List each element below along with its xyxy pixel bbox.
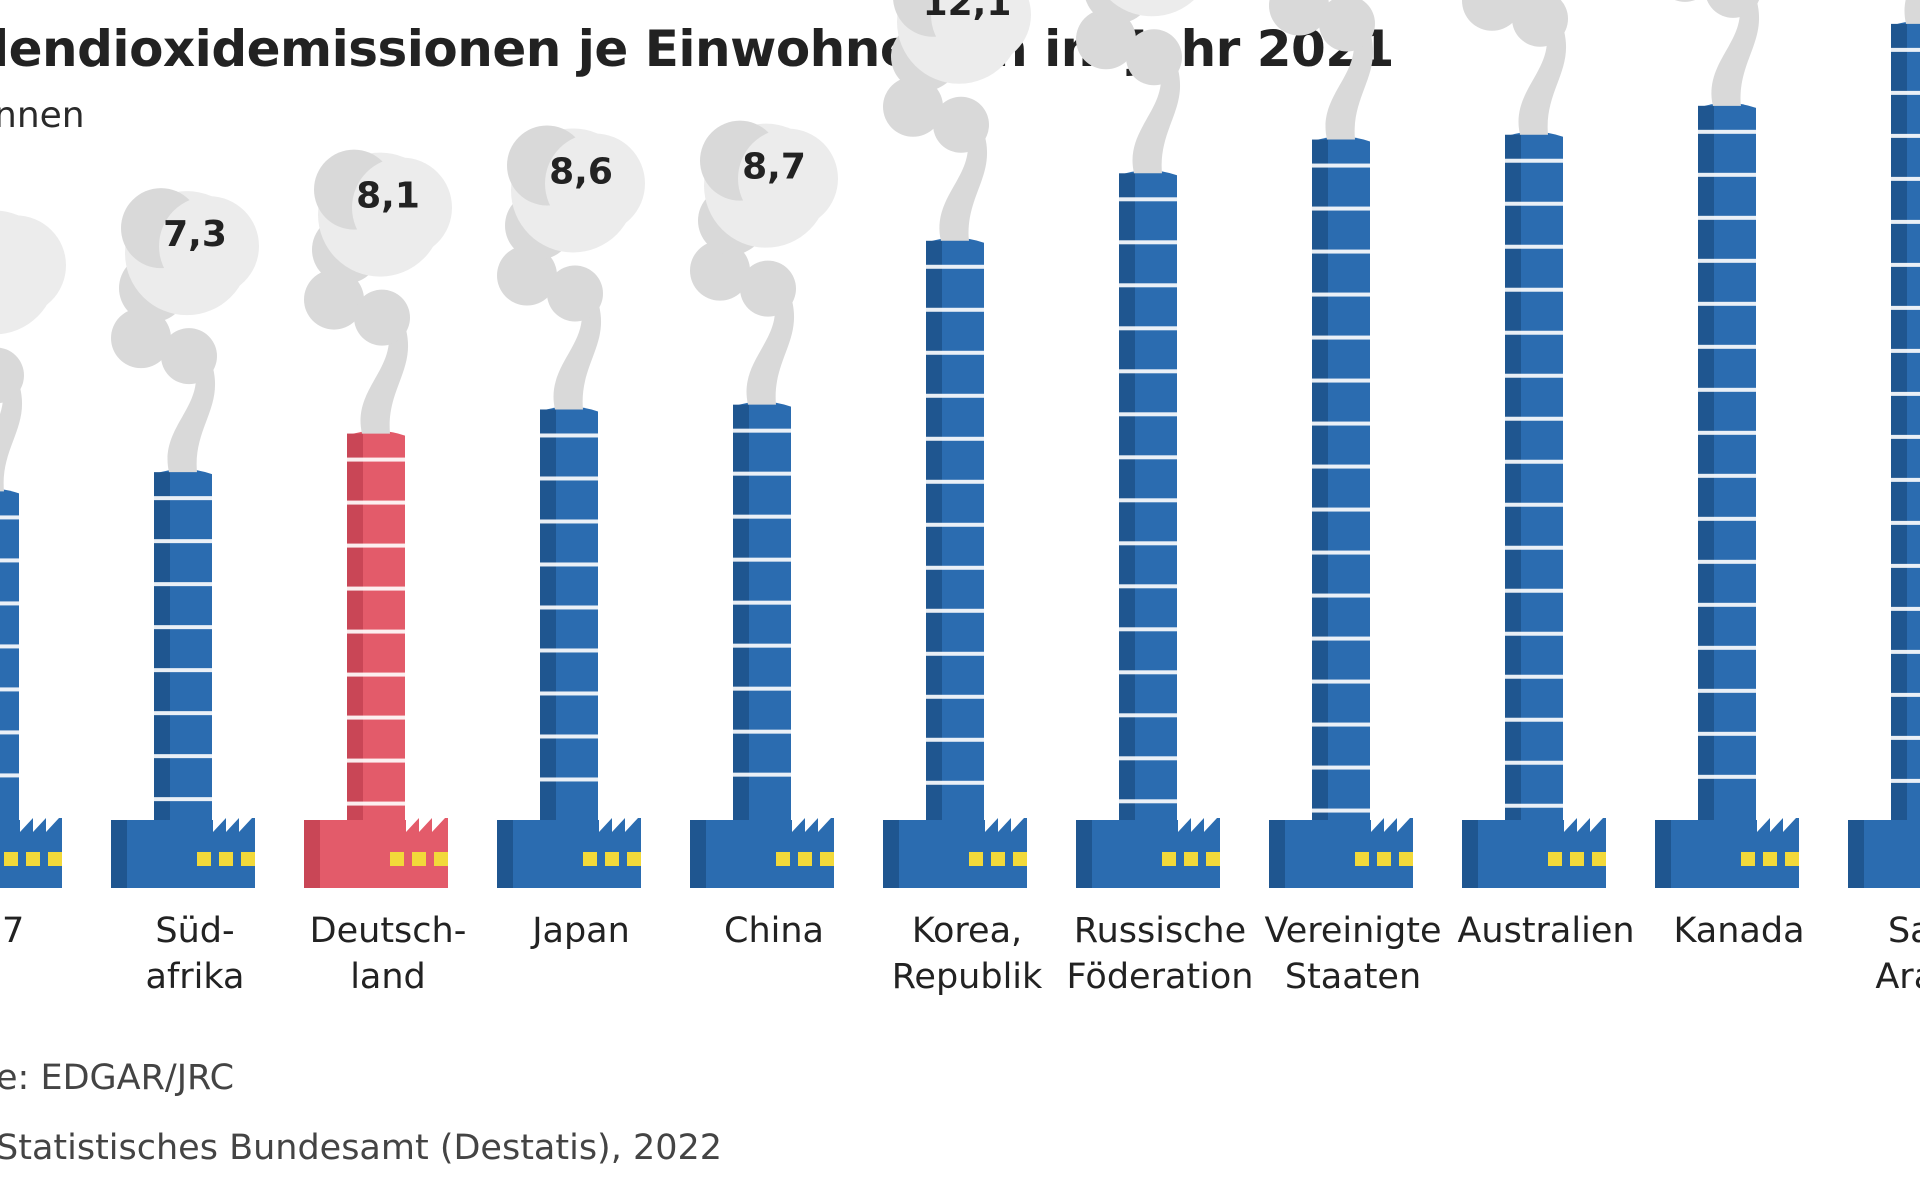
chimney-bar: 14,2 [1269,0,1413,888]
factory-window [1741,852,1755,866]
factory-window [412,852,426,866]
source-note: e: EDGAR/JRC [0,1058,235,1098]
factory-body [1076,818,1220,888]
category-label: Australien [1457,911,1634,951]
factory-window [820,852,834,866]
value-label: 7,3 [163,214,227,255]
smoke-cloud [690,120,838,405]
factory-window [969,852,983,866]
factory-window [1013,852,1027,866]
smoke-cloud [1904,0,1920,24]
chimney-bar: 7,3 [111,188,259,888]
smoke-cloud [304,149,452,434]
chart-subtitle: nnen [0,95,85,136]
category-label: SaudArabie [1875,911,1920,997]
factory-window [991,852,1005,866]
chimney-bar: 8,7 [690,120,838,888]
category-label: Deutsch-land [310,911,467,997]
factory-window [627,852,641,866]
factory-window [1184,852,1198,866]
smoke-cloud [1269,0,1375,140]
factory-body [1462,818,1606,888]
category-label: Russische Föderation [1067,911,1254,997]
factory-window [1399,852,1413,866]
factory-window [1206,852,1220,866]
factory-body [1269,818,1413,888]
factory-window [4,852,18,866]
chimney-bar: 12,1 [883,0,1031,888]
smoke-cloud [497,125,645,410]
category-label: Japan [530,911,630,951]
factory-window [1162,852,1176,866]
factory-window [1548,852,1562,866]
category-label: Korea, Republik [892,911,1043,997]
value-label: 12,1 [923,0,1012,24]
factory-window [434,852,448,866]
category-label: Kanada [1673,911,1804,951]
smoke-cloud [111,188,259,473]
factory-body [1848,820,1920,888]
chimney-stack [0,489,19,820]
factory-body [111,818,255,888]
smoke-cloud [0,210,66,492]
factory-window [1785,852,1799,866]
factory-body [1655,818,1799,888]
value-label: 8,6 [549,151,613,192]
factory-window [1763,852,1777,866]
factory-body [497,818,641,888]
chimney-bar: 14,9 [1655,0,1799,888]
factory-window [241,852,255,866]
value-label: 8,1 [356,176,420,217]
factory-window [776,852,790,866]
factory-window [1355,852,1369,866]
factory-window [26,852,40,866]
factory-window [197,852,211,866]
factory-window [1592,852,1606,866]
chimney-bar: 14,3 [1462,0,1606,888]
factory-window [48,852,62,866]
factory-window [219,852,233,866]
chimney-bar: 8,1 [304,149,452,888]
smoke-cloud [883,0,1031,241]
factory-window [605,852,619,866]
category-label: China [724,911,824,951]
factory-window [1377,852,1391,866]
chimney-bar: 8,6 [497,125,645,888]
chimney-bar: 13,5 [1076,0,1220,888]
factory-window [798,852,812,866]
chimney-bar: 16,6 [1848,0,1920,888]
smoke-cloud [1674,0,1760,106]
category-label: Süd-afrika [146,911,245,997]
category-label: Vereinigte Staaten [1264,911,1441,997]
factory-body [883,818,1027,888]
smoke-cloud [1462,0,1568,135]
factory-body [690,818,834,888]
factory-window [390,852,404,866]
factory-window [583,852,597,866]
chimney-bar [0,210,66,888]
category-label: 27 [0,911,24,951]
factory-window [1570,852,1584,866]
factory-body [304,818,448,888]
copyright-note: Statistisches Bundesamt (Destatis), 2022 [0,1128,723,1168]
value-label: 8,7 [742,147,806,188]
smoke-cloud [1076,0,1194,174]
